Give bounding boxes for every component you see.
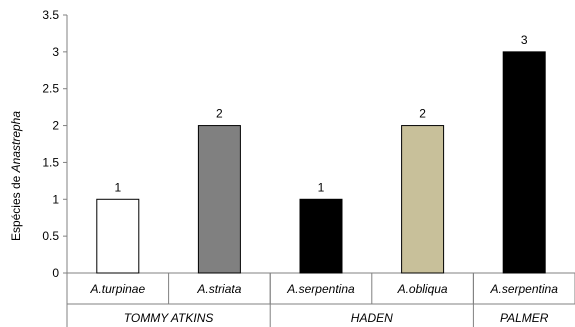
y-axis-label: Espécies de Anastrepha	[9, 111, 23, 241]
x-category-label: A.turpinae	[89, 282, 145, 296]
axes: 0 0.5 1 1.5 2 2.5 3 3.5	[42, 8, 575, 327]
y-tick-label: 1	[52, 192, 59, 206]
x-category-label: A.serpentina	[490, 282, 559, 296]
y-tick-label: 1.5	[42, 155, 59, 169]
group-label: PALMER	[500, 311, 549, 325]
y-tick-label: 3	[52, 45, 59, 59]
x-category-label: A.serpentina	[286, 282, 355, 296]
y-tick-label: 2	[52, 119, 59, 133]
y-axis-label-text: Espécies de	[9, 172, 23, 241]
x-category-label: A.striata	[196, 282, 241, 296]
x-category-label: A.obliqua	[397, 282, 448, 296]
group-label: HADEN	[351, 311, 393, 325]
data-label: 2	[216, 107, 223, 121]
bar	[401, 125, 445, 274]
y-tick-label: 2.5	[42, 82, 59, 96]
bars	[96, 51, 546, 274]
data-label: 3	[521, 33, 528, 47]
bar	[299, 198, 343, 274]
bar	[502, 51, 546, 274]
labels: 1 A.turpinae 2 A.striata 1 A.serpentina 2 A.obl…	[89, 33, 558, 325]
y-tick-label: 3.5	[42, 8, 59, 22]
data-label: 2	[419, 107, 426, 121]
data-label: 1	[114, 180, 121, 194]
group-label: TOMMY ATKINS	[124, 311, 214, 325]
bar	[197, 125, 241, 274]
data-label: 1	[318, 180, 325, 194]
bar	[96, 198, 140, 274]
y-axis-label-italic: Anastrepha	[9, 111, 23, 174]
y-tick-label: 0.5	[42, 229, 59, 243]
y-tick-label: 0	[52, 266, 59, 280]
